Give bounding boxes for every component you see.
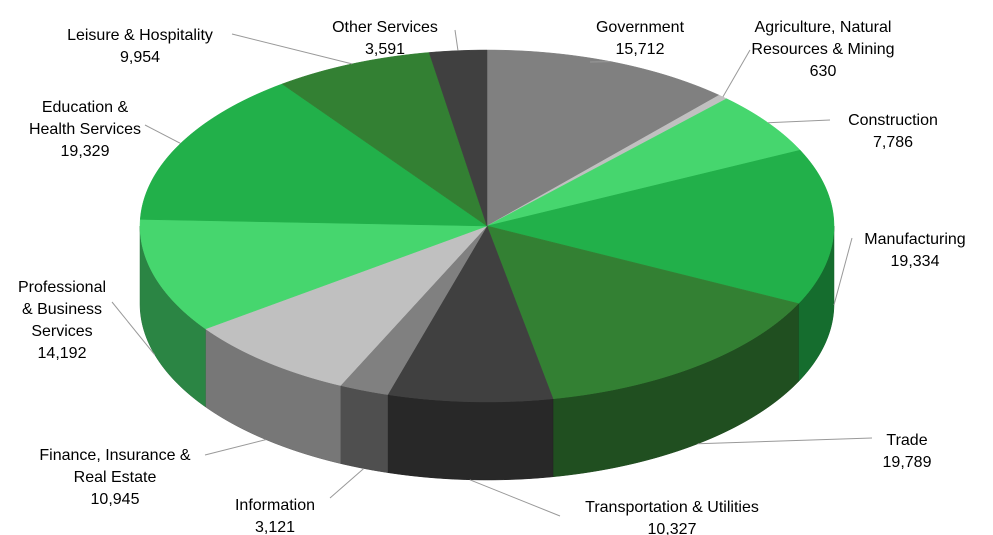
leader-line [204,439,266,456]
slice [340,225,488,395]
label-line: Trade [886,432,927,449]
data-label: Manufacturing 19,334 [864,231,965,270]
data-label: Agriculture, Natural Resources & Mining 63… [751,19,894,80]
label-line: Education & [42,99,129,116]
label-line: Real Estate [74,469,157,486]
category-label: Professional & Business Services [18,279,106,340]
label-line: Agriculture, Natural [755,19,892,36]
slice [486,225,799,400]
slice [281,52,488,227]
data-label: Trade 19,789 [883,432,932,471]
slice-side [387,394,554,481]
label-line: Leisure & Hospitality [67,27,213,44]
label-line: Manufacturing [864,231,965,248]
leader-line [833,237,853,306]
value-label: 19,329 [61,143,110,160]
leader-line [111,301,156,356]
value-label: 3,121 [255,519,295,535]
data-label: Transportation & Utilities 10,327 [585,499,759,535]
category-label: Trade [886,432,927,449]
value-label: 10,327 [648,521,697,535]
slice [139,219,488,330]
value-label: 19,334 [891,253,940,270]
leader-line [469,479,561,517]
leader-line [767,119,831,124]
slice [204,225,488,386]
label-line: Information [235,497,315,514]
label-line: Finance, Insurance & [39,447,191,464]
category-label: Government [596,19,685,36]
slice [428,49,488,227]
label-line: & Business [22,301,102,318]
data-label: Finance, Insurance & Real Estate 10,945 [39,447,191,508]
category-label: Construction [848,112,938,129]
leader-line [722,49,751,98]
slice [486,98,801,227]
data-label: Other Services 3,591 [332,19,438,58]
category-label: Information [235,497,315,514]
value-label: 19,789 [883,454,932,471]
category-label: Education & Health Services [29,99,141,138]
data-label: Leisure & Hospitality 9,954 [67,27,213,66]
slice [486,149,835,304]
category-label: Transportation & Utilities [585,499,759,516]
slice [387,225,554,403]
value-label: 7,786 [873,134,913,151]
label-line: Other Services [332,19,438,36]
slice-side [340,385,388,473]
leader-line [231,33,353,65]
label-line: Professional [18,279,106,296]
value-label: 14,192 [38,345,87,362]
category-label: Manufacturing [864,231,965,248]
slice [139,83,488,227]
data-label: Construction 7,786 [848,112,938,151]
value-label: 630 [810,63,837,80]
value-label: 9,954 [120,49,160,66]
label-line: Transportation & Utilities [585,499,759,516]
label-line: Health Services [29,121,141,138]
leader-line [329,468,365,499]
leader-line [697,437,873,445]
leader-line [454,29,459,51]
category-label: Other Services [332,19,438,36]
data-label: Information 3,121 [235,497,315,535]
leader-line [144,124,181,144]
label-line: Resources & Mining [751,41,894,58]
category-label: Finance, Insurance & Real Estate [39,447,191,486]
category-label: Leisure & Hospitality [67,27,213,44]
data-label: Government 15,712 [596,19,685,58]
value-label: 3,591 [365,41,405,58]
value-label: 15,712 [616,41,665,58]
value-label: 10,945 [91,491,140,508]
label-line: Government [596,19,685,36]
data-label: Education & Health Services 19,329 [29,99,141,160]
label-line: Services [31,323,92,340]
label-line: Construction [848,112,938,129]
data-label: Professional & Business Services 14,192 [18,279,106,362]
category-label: Agriculture, Natural Resources & Mining [751,19,894,58]
